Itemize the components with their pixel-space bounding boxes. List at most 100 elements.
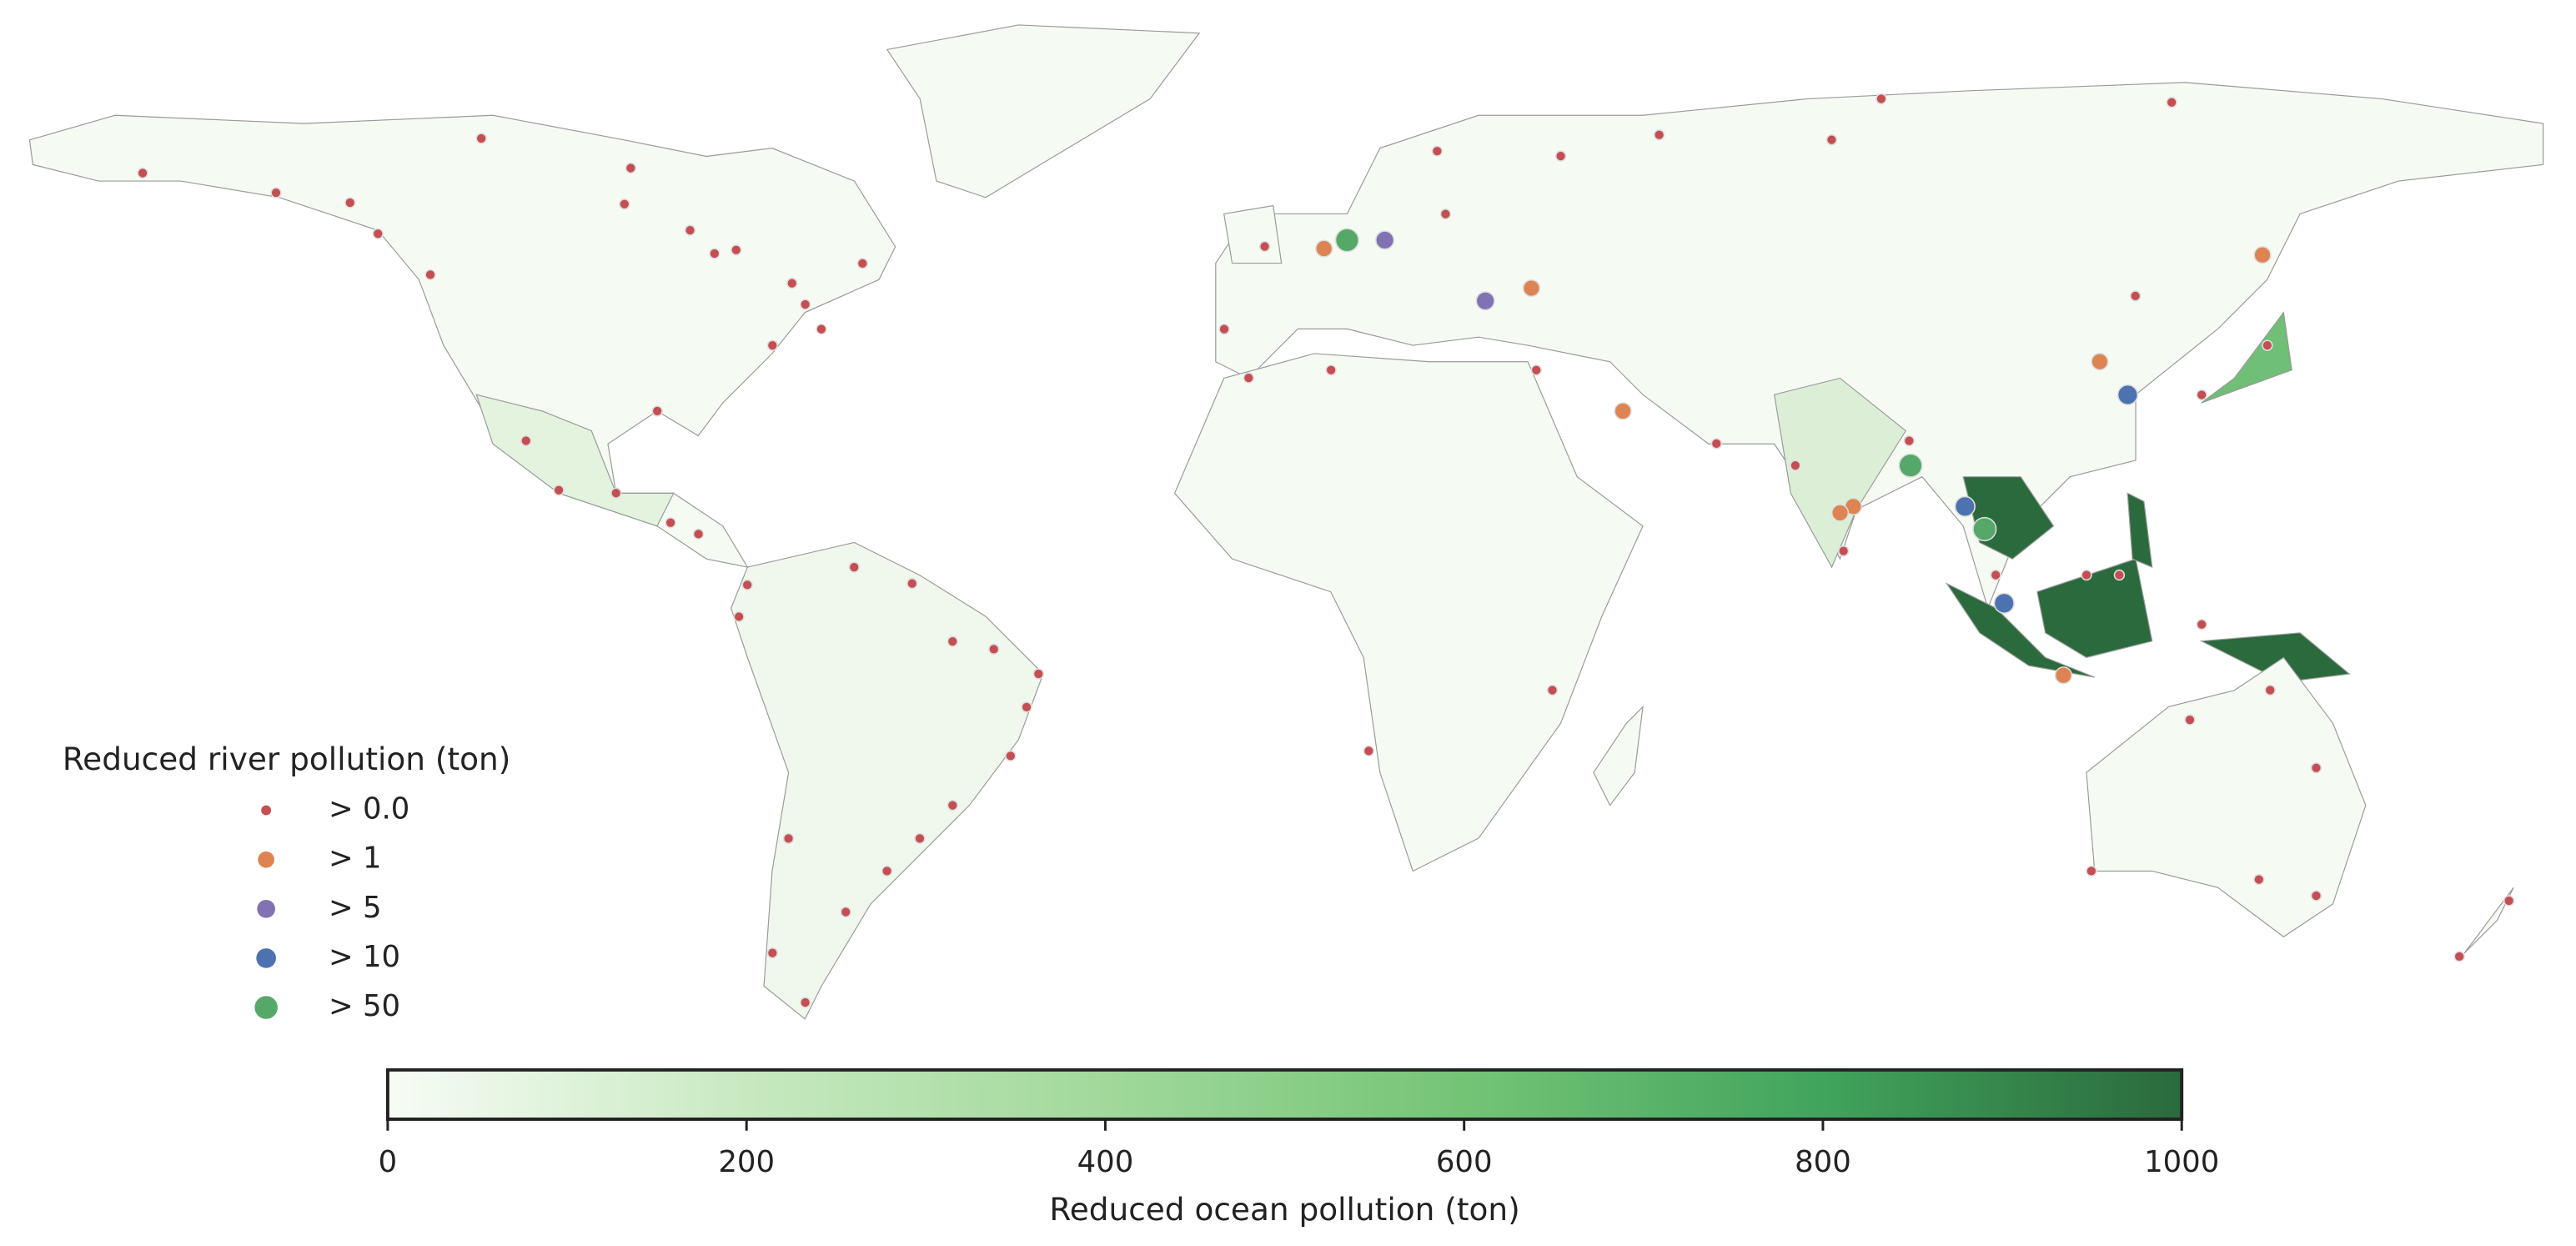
- colorbar-tick-label: 1000: [2144, 1145, 2219, 1179]
- legend-title: Reduced river pollution (ton): [63, 741, 511, 777]
- river-point: [741, 579, 753, 591]
- river-point: [2054, 666, 2073, 685]
- river-point: [684, 224, 696, 236]
- river-point: [782, 832, 795, 845]
- river-point: [816, 323, 827, 335]
- river-point: [1710, 438, 1722, 450]
- river-point: [799, 299, 811, 310]
- river-point: [610, 487, 622, 499]
- river-point: [665, 517, 676, 529]
- river-point: [1475, 291, 1495, 311]
- river-point: [270, 187, 282, 198]
- new-guinea: [2199, 632, 2351, 683]
- river-point: [2184, 714, 2196, 726]
- river-point: [424, 269, 436, 281]
- colorbar: [385, 1068, 2184, 1121]
- river-point: [651, 405, 663, 417]
- river-point: [2453, 951, 2465, 962]
- colorbar-tick-label: 200: [718, 1145, 775, 1179]
- river-point: [1614, 402, 1632, 420]
- legend-marker: [256, 948, 276, 968]
- river-point: [1439, 208, 1452, 220]
- river-point: [2262, 339, 2273, 351]
- river-point: [2253, 873, 2265, 886]
- river-point: [914, 832, 926, 845]
- japan: [2201, 311, 2292, 404]
- river-point: [1546, 684, 1559, 696]
- river-point: [2117, 384, 2139, 406]
- river-point: [2086, 865, 2097, 877]
- australia: [2086, 656, 2367, 937]
- river-point: [848, 561, 860, 573]
- river-point: [2129, 290, 2142, 302]
- river-point: [2196, 389, 2207, 401]
- river-point: [786, 277, 798, 289]
- river-point: [733, 610, 745, 623]
- africa: [1173, 353, 1644, 872]
- colorbar-tick-label: 0: [379, 1145, 398, 1179]
- river-point: [344, 197, 356, 209]
- legend-marker: [261, 805, 272, 816]
- river-point: [1032, 668, 1045, 680]
- river-point: [1021, 701, 1032, 713]
- river-point: [1993, 592, 2015, 614]
- river-point: [1325, 364, 1337, 376]
- river-point: [372, 228, 384, 239]
- river-point: [1431, 145, 1444, 157]
- legend-label: > 1: [329, 842, 382, 876]
- river-point: [1374, 230, 1395, 250]
- river-point: [1218, 323, 1230, 335]
- river-point: [619, 198, 630, 210]
- river-point: [2081, 569, 2092, 581]
- river-point: [799, 997, 811, 1008]
- river-point: [766, 947, 779, 959]
- river-point: [692, 528, 705, 540]
- river-point: [2310, 890, 2322, 902]
- river-point: [625, 162, 637, 174]
- river-point: [881, 865, 893, 877]
- south-america: [731, 541, 1044, 1020]
- river-point: [2091, 352, 2109, 371]
- river-point: [2166, 97, 2177, 108]
- river-point: [2253, 246, 2272, 264]
- borneo: [2036, 558, 2153, 659]
- river-point: [1954, 495, 1976, 517]
- mexico: [475, 394, 675, 527]
- river-point: [1554, 150, 1567, 162]
- river-point: [1334, 228, 1359, 253]
- river-point: [2310, 762, 2322, 774]
- river-point: [475, 133, 487, 144]
- river-point: [1830, 504, 1850, 522]
- legend-label: > 10: [329, 940, 400, 974]
- madagascar: [1593, 705, 1644, 806]
- river-point: [1243, 372, 1255, 384]
- river-point: [947, 636, 959, 647]
- river-point: [1903, 435, 1916, 447]
- river-point: [1990, 569, 2001, 581]
- river-point: [1315, 239, 1333, 258]
- legend-marker: [254, 996, 278, 1019]
- river-point: [1258, 240, 1271, 253]
- legend-marker: [258, 851, 274, 868]
- river-point: [1530, 364, 1542, 376]
- river-point: [906, 577, 918, 590]
- river-point: [2196, 619, 2207, 631]
- legend-marker: [257, 899, 275, 918]
- river-point: [1522, 279, 1541, 298]
- river-point: [1363, 745, 1375, 757]
- river-point: [947, 799, 959, 811]
- river-point: [856, 258, 869, 269]
- river-point: [988, 643, 1000, 656]
- river-point: [2503, 895, 2515, 907]
- river-point: [1898, 453, 1923, 478]
- greenland: [886, 24, 1201, 198]
- legend-label: > 50: [329, 989, 400, 1023]
- river-point: [1653, 129, 1665, 141]
- river-point: [520, 435, 532, 447]
- river-point: [2264, 684, 2276, 696]
- river-point: [1837, 545, 1850, 557]
- colorbar-tick-label: 800: [1795, 1145, 1851, 1179]
- river-point: [1825, 133, 1838, 146]
- colorbar-label: Reduced ocean pollution (ton): [1049, 1191, 1519, 1228]
